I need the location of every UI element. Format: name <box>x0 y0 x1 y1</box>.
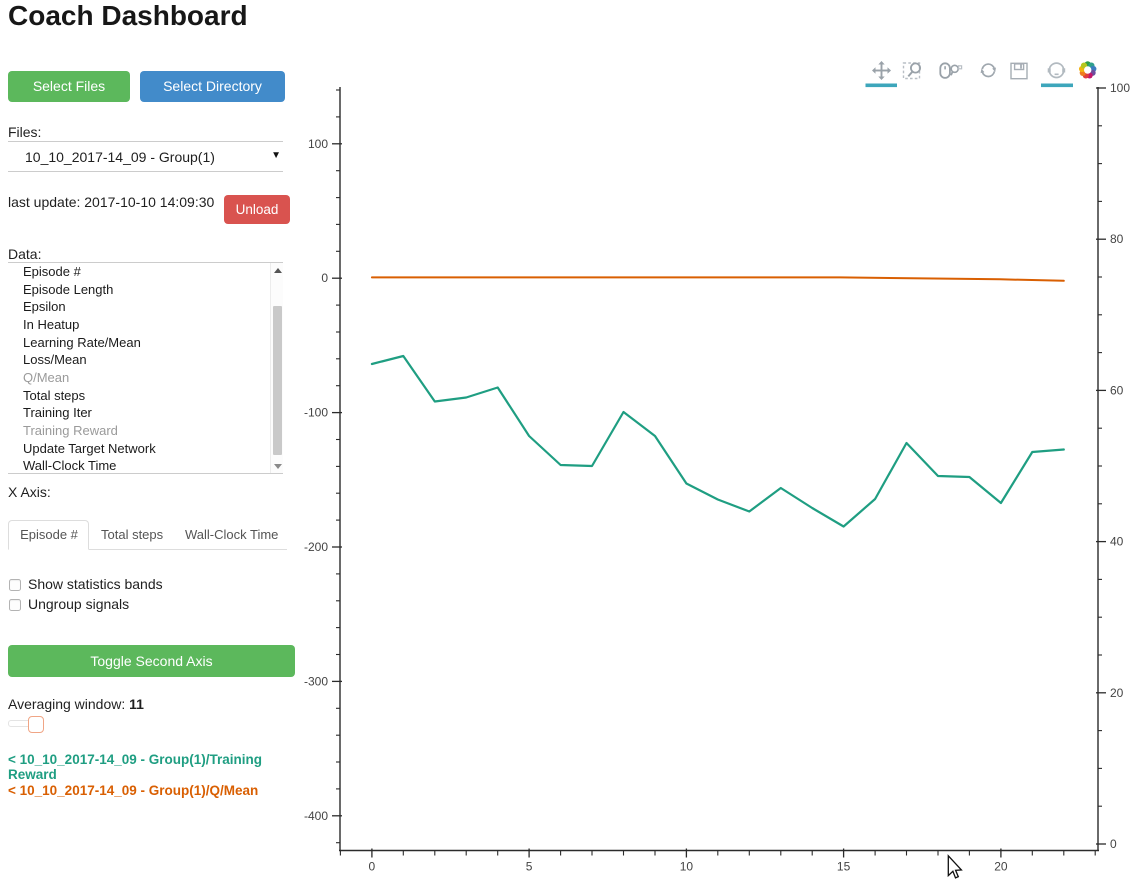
svg-text:15: 15 <box>837 860 851 874</box>
svg-text:100: 100 <box>308 137 328 151</box>
svg-text:10: 10 <box>680 860 694 874</box>
svg-text:20: 20 <box>994 860 1008 874</box>
svg-text:40: 40 <box>1110 535 1124 549</box>
svg-text:80: 80 <box>1110 232 1124 246</box>
svg-text:-100: -100 <box>304 406 328 420</box>
svg-text:-400: -400 <box>304 809 328 823</box>
svg-text:-200: -200 <box>304 540 328 554</box>
svg-text:20: 20 <box>1110 686 1124 700</box>
svg-text:0: 0 <box>369 860 376 874</box>
svg-text:100: 100 <box>1110 81 1130 95</box>
svg-text:60: 60 <box>1110 383 1124 397</box>
svg-text:0: 0 <box>321 271 328 285</box>
svg-text:-300: -300 <box>304 674 328 688</box>
svg-text:0: 0 <box>1110 837 1117 851</box>
svg-text:5: 5 <box>526 860 533 874</box>
